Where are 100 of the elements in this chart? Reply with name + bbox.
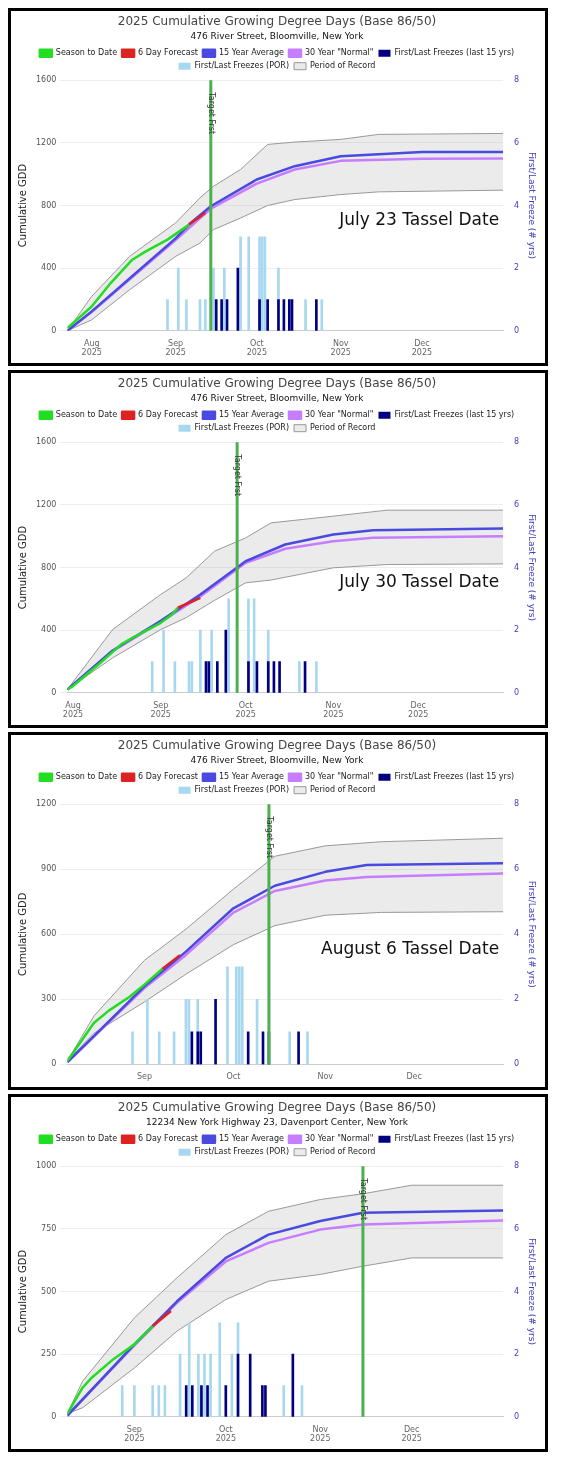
x-tick-label: Oct 2025 bbox=[235, 700, 256, 720]
legend-label: First/Last Freezes (POR) bbox=[194, 785, 290, 795]
y2-tick-label: 4 bbox=[514, 200, 520, 210]
y2-axis-title: First/Last Freeze (# yrs) bbox=[527, 152, 538, 259]
y-tick-label: 0 bbox=[51, 1059, 57, 1069]
x-tick-label: Nov 2025 bbox=[330, 338, 351, 358]
legend-label: First/Last Freezes (last 15 yrs) bbox=[394, 410, 515, 420]
y2-axis-title: First/Last Freeze (# yrs) bbox=[527, 514, 538, 621]
y-axis-title: Cumulative GDD bbox=[16, 525, 28, 610]
legend-label: 15 Year Average bbox=[218, 1134, 285, 1144]
y-tick-label: 300 bbox=[41, 994, 57, 1004]
legend-label: 30 Year "Normal" bbox=[304, 1134, 374, 1144]
y-tick-label: 750 bbox=[41, 1223, 57, 1233]
y-axis-title: Cumulative GDD bbox=[16, 163, 28, 248]
x-tick-label: Oct 2025 bbox=[246, 338, 267, 358]
y2-tick-label: 2 bbox=[514, 263, 520, 273]
y2-tick-label: 2 bbox=[514, 1349, 520, 1359]
legend-label: 6 Day Forecast bbox=[138, 1134, 198, 1144]
y2-tick-label: 8 bbox=[514, 1161, 520, 1171]
legend-label: 6 Day Forecast bbox=[138, 772, 198, 782]
y-tick-label: 600 bbox=[41, 929, 57, 939]
x-tick-label: Dec 2025 bbox=[401, 1424, 422, 1444]
y2-tick-label: 6 bbox=[514, 137, 520, 147]
y2-tick-label: 6 bbox=[514, 1223, 520, 1233]
legend-label: Period of Record bbox=[310, 423, 376, 433]
x-tick-label: Oct 2025 bbox=[215, 1424, 236, 1444]
legend-label: 15 Year Average bbox=[218, 772, 285, 782]
y2-tick-label: 0 bbox=[514, 687, 520, 697]
y-axis-title: Cumulative GDD bbox=[16, 892, 28, 976]
x-tick-label: Sep 2025 bbox=[165, 338, 186, 358]
x-tick-label: Dec 2025 bbox=[411, 338, 433, 358]
y-tick-label: 400 bbox=[41, 263, 57, 273]
legend-label: Season to Date bbox=[55, 1134, 118, 1144]
ref-line-label: Target Frst bbox=[264, 815, 274, 859]
chart-title: 2025 Cumulative Growing Degree Days (Base 86/50) bbox=[117, 1100, 437, 1115]
y-tick-label: 1600 bbox=[36, 75, 57, 85]
y2-tick-label: 8 bbox=[514, 437, 520, 447]
y2-tick-label: 6 bbox=[514, 499, 520, 509]
x-tick-label: Dec bbox=[406, 1072, 422, 1082]
x-tick-label: Oct bbox=[226, 1072, 241, 1082]
legend-label: 6 Day Forecast bbox=[138, 410, 198, 420]
y2-tick-label: 0 bbox=[514, 1411, 520, 1421]
x-tick-label: Aug 2025 bbox=[81, 338, 102, 358]
ref-line-label: Target Frst bbox=[233, 453, 243, 497]
y-tick-label: 250 bbox=[41, 1349, 57, 1359]
chart-title: 2025 Cumulative Growing Degree Days (Base 86/50) bbox=[117, 14, 437, 29]
annotation: July 23 Tassel Date bbox=[338, 208, 500, 229]
y-tick-label: 1600 bbox=[36, 437, 57, 447]
legend-label: First/Last Freezes (POR) bbox=[194, 61, 290, 71]
y-tick-label: 500 bbox=[41, 1286, 57, 1296]
y2-tick-label: 4 bbox=[514, 562, 520, 572]
x-tick-label: Aug 2025 bbox=[62, 700, 84, 720]
y2-tick-label: 0 bbox=[514, 1059, 520, 1069]
y2-axis-title: First/Last Freeze (# yrs) bbox=[527, 880, 538, 988]
y-tick-label: 800 bbox=[41, 200, 57, 210]
chart-subtitle: 476 River Street, Bloomville, New York bbox=[190, 393, 365, 404]
y2-tick-label: 4 bbox=[514, 929, 520, 939]
y2-tick-label: 2 bbox=[514, 994, 520, 1004]
legend-label: Season to Date bbox=[55, 772, 118, 782]
annotation: July 30 Tassel Date bbox=[338, 570, 500, 591]
legend-label: First/Last Freezes (POR) bbox=[194, 1147, 290, 1157]
legend-label: 15 Year Average bbox=[218, 48, 285, 58]
legend-label: First/Last Freezes (last 15 yrs) bbox=[394, 48, 515, 58]
legend-label: First/Last Freezes (last 15 yrs) bbox=[394, 772, 515, 782]
y-tick-label: 0 bbox=[51, 1411, 57, 1421]
legend-label: 30 Year "Normal" bbox=[304, 410, 374, 420]
chart-title: 2025 Cumulative Growing Degree Days (Base 86/50) bbox=[117, 376, 437, 391]
legend-label: Season to Date bbox=[55, 410, 118, 420]
x-tick-label: Nov 2025 bbox=[310, 1424, 331, 1444]
y-tick-label: 1200 bbox=[36, 799, 57, 809]
ref-line-label: Target Frst bbox=[358, 1177, 368, 1221]
legend-label: Season to Date bbox=[55, 48, 118, 58]
y-tick-label: 800 bbox=[41, 562, 57, 572]
y-axis-title: Cumulative GDD bbox=[16, 1249, 28, 1334]
y2-axis-title: First/Last Freeze (# yrs) bbox=[527, 1238, 538, 1345]
legend-label: Period of Record bbox=[310, 61, 376, 71]
x-tick-label: Sep bbox=[136, 1072, 152, 1082]
chart-subtitle: 12234 New York Highway 23, Davenport Center, New York bbox=[145, 1117, 409, 1128]
y-tick-label: 400 bbox=[41, 625, 57, 635]
ref-line-label: Target Frst bbox=[206, 91, 216, 135]
x-tick-label: Sep 2025 bbox=[150, 700, 171, 720]
y2-tick-label: 6 bbox=[514, 864, 520, 874]
y-tick-label: 0 bbox=[51, 687, 57, 697]
x-tick-label: Nov bbox=[317, 1072, 334, 1082]
x-tick-label: Sep 2025 bbox=[124, 1424, 145, 1444]
y2-tick-label: 4 bbox=[514, 1286, 520, 1296]
legend-label: First/Last Freezes (last 15 yrs) bbox=[394, 1134, 515, 1144]
y-tick-label: 0 bbox=[51, 325, 57, 335]
legend-label: 30 Year "Normal" bbox=[304, 48, 374, 58]
legend-label: Period of Record bbox=[310, 1147, 376, 1157]
legend-label: First/Last Freezes (POR) bbox=[194, 423, 290, 433]
legend-label: 6 Day Forecast bbox=[138, 48, 198, 58]
legend-label: Period of Record bbox=[310, 785, 376, 795]
y-tick-label: 900 bbox=[41, 864, 57, 874]
y2-tick-label: 8 bbox=[514, 799, 520, 809]
y-tick-label: 1000 bbox=[36, 1161, 57, 1171]
chart-subtitle: 476 River Street, Bloomville, New York bbox=[190, 31, 365, 42]
annotation: August 6 Tassel Date bbox=[321, 938, 500, 959]
y2-tick-label: 2 bbox=[514, 625, 520, 635]
legend-label: 15 Year Average bbox=[218, 410, 285, 420]
